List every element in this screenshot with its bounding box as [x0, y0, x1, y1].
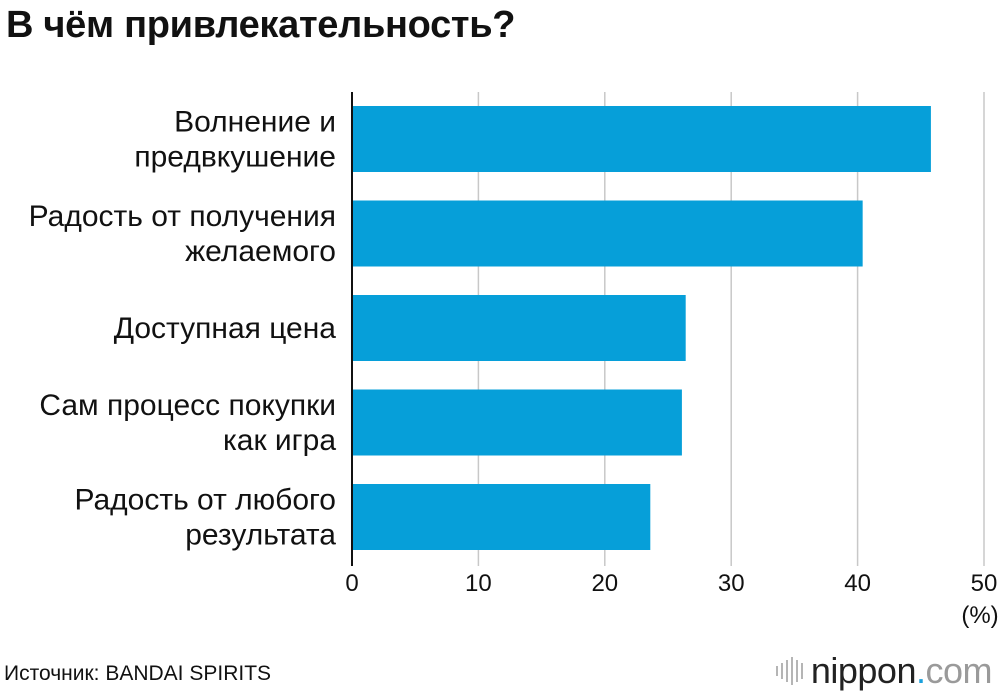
bar-layer: [353, 106, 931, 550]
x-tick-label: 50: [971, 570, 998, 597]
category-label: Сам процесс покупки как игра: [39, 389, 336, 457]
x-tick-label: 40: [844, 570, 871, 597]
x-tick-label: 0: [345, 570, 358, 597]
logo-tld: com: [925, 650, 992, 691]
logo-dot: .: [915, 650, 926, 691]
nippon-wordmark: nippon.com: [810, 650, 993, 692]
x-tick-label: 20: [591, 570, 618, 597]
category-label: Доступная цена: [114, 312, 337, 345]
logo-name: nippon: [810, 650, 917, 691]
bar: [353, 389, 682, 456]
bar: [353, 200, 863, 267]
nippon-logo: nippon.com: [775, 650, 993, 692]
chart-title: В чём привлекательность?: [6, 4, 516, 46]
source-note: Источник: BANDAI SPIRITS: [4, 662, 272, 685]
bar: [353, 484, 651, 550]
bar: [353, 106, 931, 172]
category-label-layer: Волнение и предвкушение Радость от получен…: [29, 106, 337, 552]
bar-chart: Волнение и предвкушение Радость от получен…: [29, 92, 999, 629]
x-tick-label: 30: [718, 570, 745, 597]
category-label: Радость от любого результата: [74, 484, 336, 552]
x-axis-unit-label: (%): [961, 602, 998, 629]
nippon-sound-bars-icon: [775, 657, 803, 685]
category-label: Волнение и предвкушение: [134, 106, 336, 174]
bar: [353, 295, 686, 361]
x-tick-label-layer: 0 10 20 30 40 50: [345, 570, 997, 597]
category-label: Радость от получения желаемого: [29, 200, 336, 268]
x-tick-label: 10: [465, 570, 492, 597]
